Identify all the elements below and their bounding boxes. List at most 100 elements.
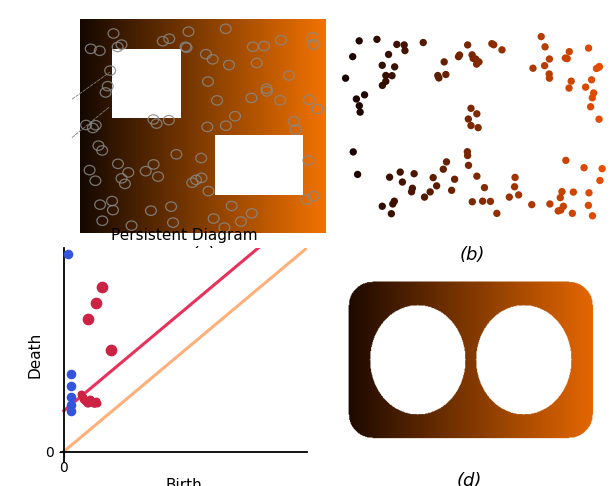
Point [388, 200, 398, 208]
Point [540, 62, 550, 69]
Point [480, 184, 489, 191]
Point [594, 63, 604, 71]
Point [487, 40, 497, 48]
Point [510, 174, 520, 181]
Point [486, 197, 495, 205]
Point [88, 399, 98, 406]
Point [79, 395, 89, 402]
Point [497, 46, 507, 54]
Point [90, 399, 100, 406]
Point [562, 55, 572, 63]
Point [66, 370, 76, 378]
Point [395, 168, 405, 176]
Point [584, 44, 594, 52]
Point [472, 110, 482, 118]
Point [86, 397, 96, 404]
Point [567, 209, 577, 217]
Point [76, 391, 86, 399]
Point [474, 58, 484, 66]
Point [467, 51, 477, 59]
Point [514, 191, 524, 199]
Point [545, 200, 555, 208]
Bar [112, 50, 181, 118]
Point [397, 178, 407, 186]
Point [581, 83, 591, 91]
Point [505, 193, 515, 201]
Point [561, 156, 571, 164]
Point [464, 161, 473, 169]
Point [556, 206, 565, 214]
Point [559, 202, 569, 210]
Point [354, 37, 364, 45]
Point [79, 395, 88, 402]
Text: (b): (b) [460, 246, 486, 264]
Point [449, 175, 459, 183]
Point [472, 172, 482, 180]
Point [390, 63, 400, 71]
Point [66, 382, 76, 390]
Point [544, 70, 554, 78]
Point [88, 399, 98, 406]
Text: (a): (a) [190, 246, 215, 264]
Point [489, 41, 499, 49]
Point [81, 397, 91, 404]
Point [433, 71, 443, 79]
Point [588, 212, 597, 220]
Point [378, 61, 387, 69]
Point [387, 72, 397, 80]
Point [97, 283, 107, 291]
Point [583, 202, 593, 209]
Point [66, 393, 76, 400]
Point [419, 193, 429, 201]
Point [428, 174, 438, 182]
Point [354, 102, 364, 110]
Point [466, 122, 476, 129]
Point [464, 115, 473, 123]
Point [586, 103, 596, 111]
Point [564, 84, 574, 92]
Point [66, 401, 76, 409]
Point [564, 48, 574, 55]
Point [561, 54, 570, 62]
Point [557, 188, 567, 195]
Point [540, 43, 550, 51]
Point [378, 82, 387, 89]
Point [545, 55, 554, 63]
Point [83, 315, 93, 323]
Point [91, 397, 101, 404]
Point [463, 152, 473, 159]
Point [392, 40, 402, 48]
Point [84, 397, 93, 404]
Point [595, 176, 605, 184]
Point [589, 89, 599, 97]
Point [87, 397, 97, 404]
Point [594, 63, 604, 70]
Title: Persistent Diagram: Persistent Diagram [111, 227, 257, 243]
Point [492, 209, 502, 217]
Point [400, 47, 410, 54]
Text: (d): (d) [457, 472, 483, 486]
Point [441, 158, 451, 166]
Ellipse shape [17, 109, 29, 118]
Point [348, 148, 358, 156]
Point [468, 54, 478, 62]
Ellipse shape [0, 109, 23, 127]
Point [471, 55, 481, 63]
Point [77, 393, 87, 400]
Point [63, 250, 73, 258]
Point [381, 77, 391, 85]
Point [462, 148, 472, 156]
Point [92, 399, 102, 406]
Point [472, 60, 481, 68]
Point [90, 399, 99, 406]
Point [545, 74, 554, 82]
Point [82, 399, 91, 406]
Point [584, 189, 594, 197]
Bar [215, 135, 303, 195]
Point [106, 346, 115, 354]
Point [91, 299, 101, 307]
Point [426, 188, 435, 196]
Point [467, 198, 477, 206]
Point [439, 58, 449, 66]
Point [381, 71, 391, 79]
